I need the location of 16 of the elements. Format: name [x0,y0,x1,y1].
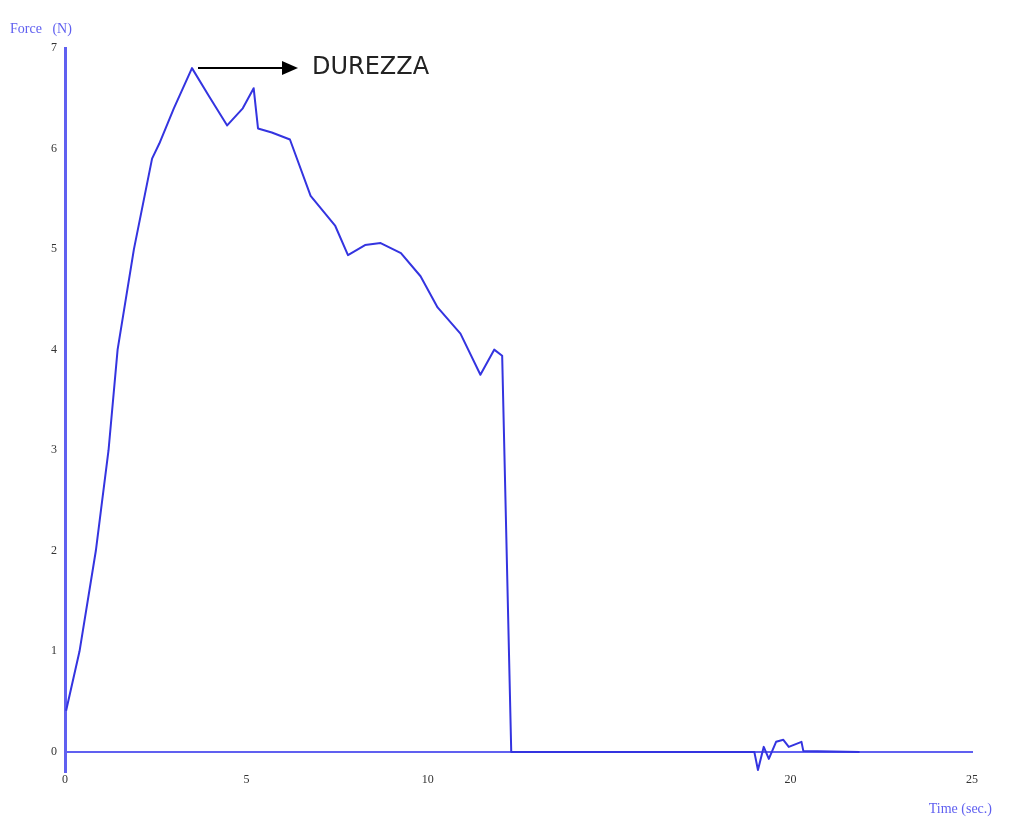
y-tick-label: 7 [51,40,57,55]
x-tick-label: 20 [784,772,797,787]
y-tick-label: 6 [51,140,57,155]
y-tick-label: 1 [51,643,57,658]
y-tick-label: 0 [51,744,57,759]
y-tick-label: 5 [51,241,57,256]
x-axis-title: Time (sec.) [928,800,993,817]
y-tick-label: 2 [51,542,57,557]
y-axis-title: Force (N) [10,20,73,37]
y-tick-label: 3 [51,442,57,457]
x-tick-label: 25 [966,772,978,787]
x-tick-label: 5 [243,772,250,787]
y-tick-label: 4 [51,341,57,356]
x-tick-label: 10 [421,772,434,787]
x-tick-label: 0 [62,772,68,787]
annotation: DUREZZA [311,52,430,81]
